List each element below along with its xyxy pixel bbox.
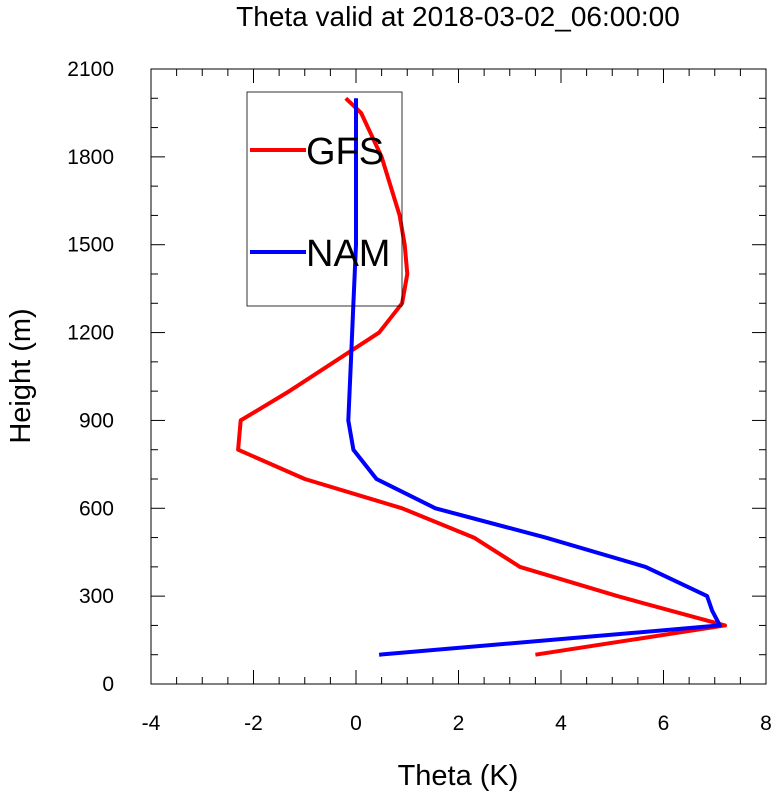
y-tick-label: 0 [102,673,114,696]
series-line-nam [346,98,722,657]
y-axis-label: Height (m) [5,308,37,443]
legend: GFS NAM [246,91,403,307]
x-tick-label: 2 [453,712,465,735]
y-tick-label: 1200 [67,322,114,345]
y-tick-label: 1500 [67,234,114,257]
x-tick-label: 8 [760,712,772,735]
chart-title: Theta valid at 2018-03-02_06:00:00 [236,1,680,32]
legend-label-gfs: GFS [306,131,384,173]
plot-frame [150,68,767,685]
y-tick-label: 900 [79,409,114,432]
series-line-gfs [236,96,727,657]
x-tick-label: -2 [244,712,263,735]
x-tick-label: 0 [350,712,362,735]
series-layer [236,96,727,657]
x-axis: -4 -2 0 2 4 6 8 [142,69,772,735]
x-tick-label: 6 [658,712,670,735]
y-axis: 0 300 600 900 1200 1500 1800 2100 [67,58,766,696]
y-tick-label: 300 [79,585,114,608]
y-tick-label: 1800 [67,146,114,169]
y-tick-label: 600 [79,497,114,520]
y-tick-label: 2100 [67,58,114,81]
x-tick-label: 4 [555,712,567,735]
x-axis-label: Theta (K) [398,760,519,792]
legend-label-nam: NAM [306,233,390,275]
legend-box [246,91,403,307]
x-tick-label: -4 [142,712,161,735]
